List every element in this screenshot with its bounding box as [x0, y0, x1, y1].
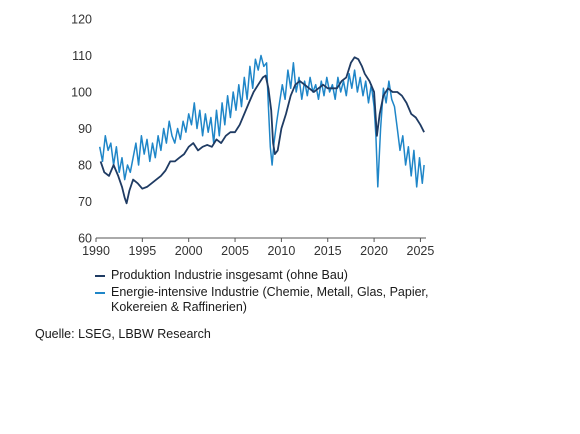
legend-label-produktion: Produktion Industrie insgesamt (ohne Bau…: [111, 268, 348, 282]
series-line-produktion: [99, 56, 425, 205]
legend-swatch-energie: [95, 291, 105, 294]
legend: Produktion Industrie insgesamt (ohne Bau…: [95, 268, 441, 317]
x-tick-label: 2025: [407, 244, 435, 258]
y-tick-label: 60: [78, 232, 92, 246]
y-axis-ticks: 60 70 80 90 100 110 120: [71, 13, 92, 246]
y-tick-label: 100: [71, 86, 92, 100]
legend-item-produktion: Produktion Industrie insgesamt (ohne Bau…: [95, 268, 441, 284]
y-tick-label: 90: [78, 122, 92, 136]
x-tick-label: 2005: [221, 244, 249, 258]
y-tick-label: 80: [78, 159, 92, 173]
series-lines: [98, 54, 425, 205]
x-tick-label: 1995: [128, 244, 156, 258]
y-tick-label: 110: [72, 49, 92, 63]
x-tick-label: 2020: [360, 244, 388, 258]
line-chart: 60 70 80 90 100 110 120 1990 1995 2000 2005 2010 20…: [71, 13, 434, 259]
x-tick-label: 2010: [267, 244, 295, 258]
x-tick-label: 1990: [82, 244, 110, 258]
y-tick-label: 120: [71, 13, 92, 27]
legend-label-energie: Energie-intensive Industrie (Chemie, Met…: [111, 284, 429, 315]
x-tick-label: 2000: [175, 244, 203, 258]
x-tick-label: 2015: [314, 244, 342, 258]
source-note: Quelle: LSEG, LBBW Research: [35, 327, 211, 341]
legend-item-energie: Energie-intensive Industrie (Chemie, Met…: [95, 285, 441, 316]
x-axis-ticks: 1990 1995 2000 2005 2010 2015 2020 2025: [82, 238, 434, 258]
legend-swatch-produktion: [95, 275, 105, 277]
y-tick-label: 70: [78, 195, 92, 209]
